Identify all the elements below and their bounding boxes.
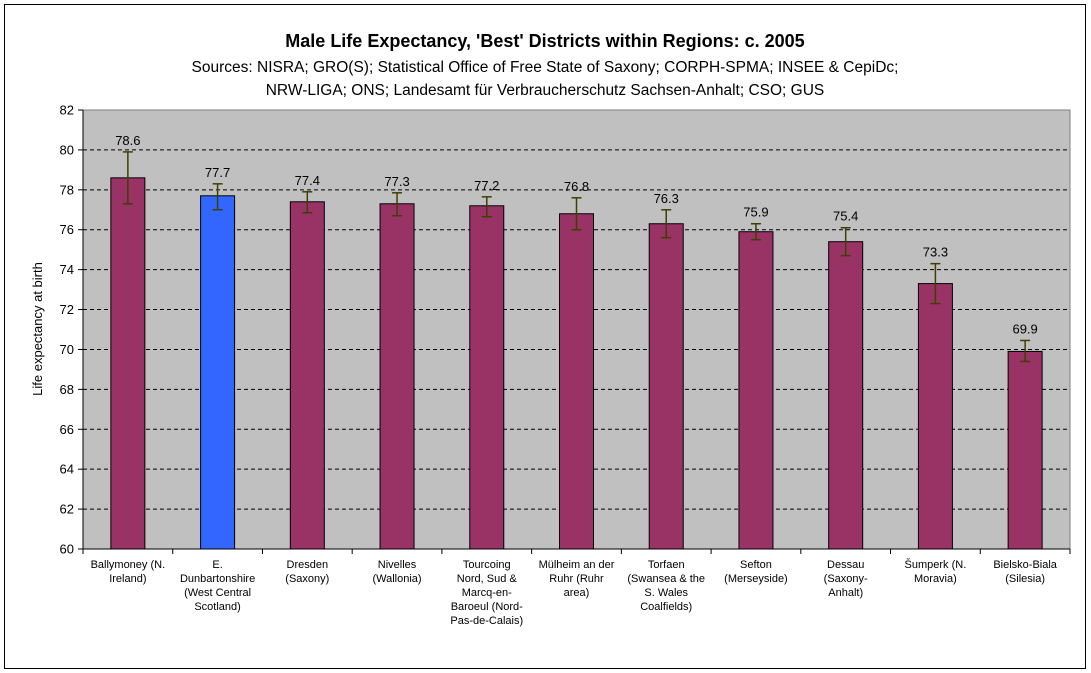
x-category-label: Mülheim an der — [539, 559, 615, 571]
x-category-label: Ballymoney (N. — [91, 559, 166, 571]
data-label: 76.3 — [654, 191, 679, 206]
bar — [289, 201, 325, 550]
x-category-label: Ruhr (Ruhr — [549, 573, 604, 585]
x-category-label: (Silesia) — [1005, 573, 1045, 585]
axes — [78, 109, 1071, 554]
y-tick-label: 64 — [60, 462, 74, 477]
x-category-label: Dessau — [827, 559, 864, 571]
chart-title: Male Life Expectancy, 'Best' Districts w… — [285, 31, 804, 51]
data-label: 77.2 — [474, 178, 499, 193]
bar — [379, 203, 415, 550]
x-category-label: S. Wales — [644, 587, 688, 599]
x-category-label: Nord, Sud & — [457, 573, 518, 585]
x-category-label: (Saxony- — [824, 573, 868, 585]
bar — [1007, 350, 1043, 550]
y-tick-label: 62 — [60, 502, 74, 517]
data-label: 76.8 — [564, 179, 589, 194]
x-category-label: Pas-de-Calais) — [450, 615, 523, 627]
data-label: 75.9 — [743, 205, 768, 220]
x-category-label: area) — [564, 587, 590, 599]
data-label: 77.4 — [295, 173, 320, 188]
data-label: 77.7 — [205, 165, 230, 180]
y-tick-label: 78 — [60, 182, 74, 197]
x-category-label: Coalfields) — [640, 601, 692, 613]
bar — [200, 195, 236, 550]
data-label: 75.4 — [833, 209, 858, 224]
error-bars — [122, 151, 1031, 363]
chart-subtitle-line-2: NRW-LIGA; ONS; Landesamt für Verbraucher… — [266, 82, 825, 99]
x-category-label: Sefton — [740, 559, 772, 571]
x-category-label: Marcq-en- — [462, 587, 512, 599]
x-category-label: Anhalt) — [828, 587, 863, 599]
data-label: 77.3 — [384, 174, 409, 189]
data-label: 73.3 — [923, 245, 948, 260]
chart-subtitle-line-1: Sources: NISRA; GRO(S); Statistical Offi… — [192, 59, 899, 76]
y-tick-labels: 60 62 64 66 68 70 72 74 76 78 80 82 — [60, 103, 74, 557]
x-category-labels: Ballymoney (N. Ireland) E. Dunbartonshire (W… — [91, 558, 1058, 627]
y-tick-label: 74 — [60, 262, 74, 277]
x-category-label: Ireland) — [109, 573, 146, 585]
x-category-label: (Merseyside) — [724, 573, 788, 585]
y-tick-label: 60 — [60, 542, 74, 557]
x-category-label: Dresden — [287, 559, 329, 571]
y-axis-label: Life expectancy at birth — [30, 262, 45, 396]
bar — [559, 213, 594, 550]
x-category-label: Bielsko-Biala — [993, 559, 1057, 571]
y-tick-label: 72 — [60, 302, 74, 317]
y-tick-label: 70 — [60, 342, 74, 357]
bar — [110, 177, 146, 550]
x-category-label: (Wallonia) — [372, 573, 421, 585]
y-tick-label: 66 — [60, 422, 74, 437]
x-category-label: Baroeul (Nord- — [451, 601, 523, 613]
bar — [917, 283, 953, 550]
x-category-label: E. — [212, 559, 222, 571]
x-category-label: Torfaen — [648, 559, 685, 571]
y-tick-label: 82 — [60, 103, 74, 118]
x-category-label: Nivelles — [378, 559, 417, 571]
y-tick-label: 80 — [60, 142, 74, 157]
bar — [469, 205, 505, 550]
x-category-label: Tourcoing — [463, 559, 511, 571]
data-label: 69.9 — [1012, 321, 1037, 336]
x-category-label: Šumperk (N. — [905, 558, 967, 571]
data-label: 78.6 — [115, 133, 140, 148]
x-category-label: (Saxony) — [285, 573, 329, 585]
x-category-label: (West Central — [184, 587, 251, 599]
y-tick-label: 76 — [60, 222, 74, 237]
bar — [648, 223, 684, 550]
bar — [738, 231, 774, 550]
x-category-label: Dunbartonshire — [180, 573, 255, 585]
x-category-label: Moravia) — [914, 573, 957, 585]
x-category-label: (Swansea & the — [627, 573, 705, 585]
y-tick-label: 68 — [60, 382, 74, 397]
bar — [828, 241, 864, 550]
data-labels: 78.6 77.7 77.4 77.3 77.2 76.8 76.3 75.9 75.4 73.3… — [115, 133, 1038, 337]
x-category-label: Scotland) — [194, 601, 240, 613]
